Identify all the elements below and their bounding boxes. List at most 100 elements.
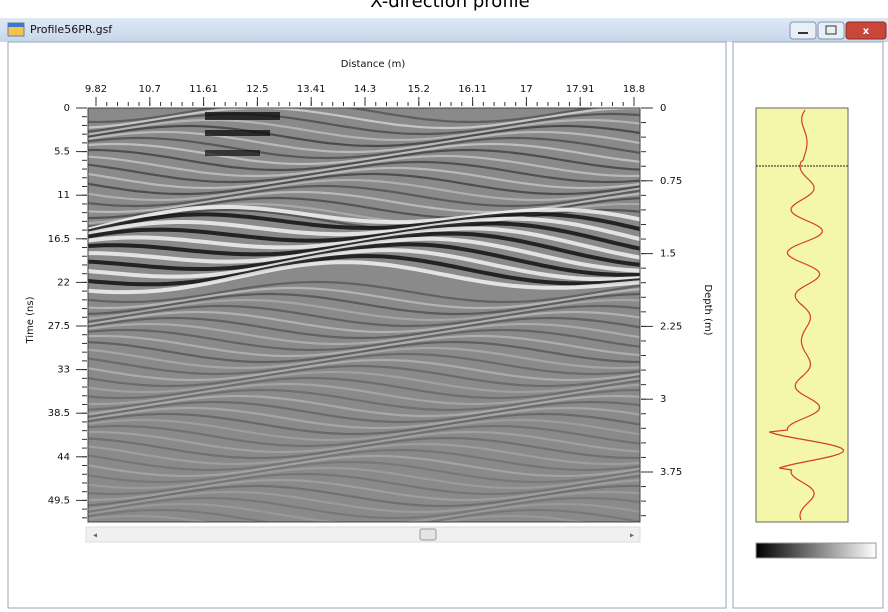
radargram-band — [88, 205, 640, 232]
radargram-band — [88, 352, 640, 376]
y2-tick-label: 3 — [660, 394, 666, 405]
radargram-band — [88, 212, 640, 234]
radargram-band — [88, 346, 640, 370]
radargram-band — [88, 216, 640, 242]
radargram-band — [88, 442, 640, 466]
trace-area — [755, 107, 849, 523]
radargram-band — [88, 108, 598, 124]
radargram-band — [88, 436, 640, 460]
scrollbar[interactable] — [85, 526, 641, 543]
radargram-band — [88, 322, 640, 346]
radargram-block — [205, 150, 260, 156]
radargram-band — [88, 496, 640, 520]
radargram-frame — [87, 107, 641, 523]
radargram-band — [88, 454, 640, 478]
radargram-band — [88, 388, 640, 412]
radargram-band — [88, 484, 640, 508]
maximize-glyph — [825, 25, 837, 35]
radargram-band — [88, 253, 640, 287]
radargram-band — [88, 231, 640, 267]
axes: 9.82 10.7 11.61 12.5 13.41 14.3 15.2 16.11 17 17.… — [48, 84, 682, 519]
caption: X-direction profile — [370, 0, 529, 12]
radargram-band — [88, 190, 640, 214]
minimize-button[interactable] — [789, 21, 817, 40]
radargram-band — [88, 286, 640, 310]
radargram-band — [88, 412, 640, 436]
radargram-band — [88, 112, 640, 136]
close-button[interactable] — [845, 21, 887, 40]
radargram-band — [88, 166, 640, 190]
radargram-band — [88, 154, 640, 178]
radargram-band — [88, 226, 640, 260]
radargram-band — [88, 478, 640, 502]
title-bar — [0, 18, 888, 42]
radargram-block — [205, 112, 280, 120]
radargram-band — [88, 236, 640, 273]
radargram-band — [88, 472, 640, 496]
radargram-band — [88, 248, 640, 282]
radargram-band — [88, 466, 640, 490]
radargram-band — [88, 242, 640, 277]
x-tick-label: 13.41 — [297, 84, 326, 95]
x-tick-label: 17 — [520, 84, 533, 95]
radargram-band — [88, 280, 640, 304]
y2-axis-label: Depth (m) — [702, 284, 713, 335]
y2-tick-label: 0.75 — [660, 176, 682, 187]
radargram-band — [88, 394, 640, 418]
radargram-band — [88, 406, 640, 430]
y-tick-label: 11 — [57, 190, 70, 201]
radargram-band — [88, 382, 640, 406]
y-tick-label: 0 — [64, 103, 70, 114]
maximize-button[interactable] — [817, 21, 845, 40]
radargram-band — [88, 448, 640, 472]
radargram-block — [205, 130, 270, 136]
x-tick-label: 14.3 — [354, 84, 376, 95]
y2-tick-label: 3.75 — [660, 467, 682, 478]
radargram-band — [88, 260, 640, 295]
scroll-right[interactable]: ▸ — [630, 531, 634, 540]
radargram-band — [88, 298, 640, 322]
radargram — [88, 108, 640, 522]
radargram-band — [88, 358, 640, 382]
radargram-band — [88, 370, 640, 394]
scroll-left[interactable]: ◂ — [93, 531, 97, 540]
y-tick-label: 49.5 — [48, 495, 70, 506]
radargram-band — [88, 490, 640, 514]
y-tick-label: 44 — [57, 452, 70, 463]
radargram-band — [88, 184, 640, 208]
x-tick-label: 10.7 — [139, 84, 161, 95]
radargram-band — [88, 328, 640, 352]
y-axis-label: Time (ns) — [25, 296, 36, 344]
y-tick-label: 38.5 — [48, 408, 70, 419]
radargram-band — [88, 148, 640, 172]
radargram-band — [88, 118, 640, 142]
radargram-band — [88, 364, 640, 388]
radargram-band — [88, 130, 640, 154]
radargram-band — [88, 316, 640, 340]
radargram-band — [88, 124, 640, 148]
x-tick-label: 17.91 — [566, 84, 595, 95]
y-tick-label: 27.5 — [48, 321, 70, 332]
scroll-thumb[interactable] — [419, 528, 437, 541]
radargram-band — [88, 430, 640, 454]
radargram-band — [88, 142, 640, 166]
radargram-texture — [88, 108, 640, 522]
radargram-band — [88, 292, 640, 316]
radargram-band — [88, 424, 640, 448]
y2-tick-label: 0 — [660, 103, 666, 114]
radargram-band — [88, 340, 640, 364]
radargram-band — [88, 502, 640, 522]
radargram-band — [88, 304, 640, 328]
y-tick-label: 22 — [57, 277, 70, 288]
window-title: Profile56PR.gsf — [30, 23, 113, 36]
radargram-band — [88, 160, 640, 184]
x-tick-label: 18.8 — [623, 84, 645, 95]
radargram-band — [88, 508, 640, 522]
y-tick-label: 5.5 — [54, 147, 70, 158]
radargram-band — [88, 514, 589, 522]
x-tick-label: 16.11 — [458, 84, 487, 95]
radargram-band — [88, 178, 640, 202]
radargram-band — [88, 376, 640, 400]
radargram-band — [88, 418, 640, 442]
